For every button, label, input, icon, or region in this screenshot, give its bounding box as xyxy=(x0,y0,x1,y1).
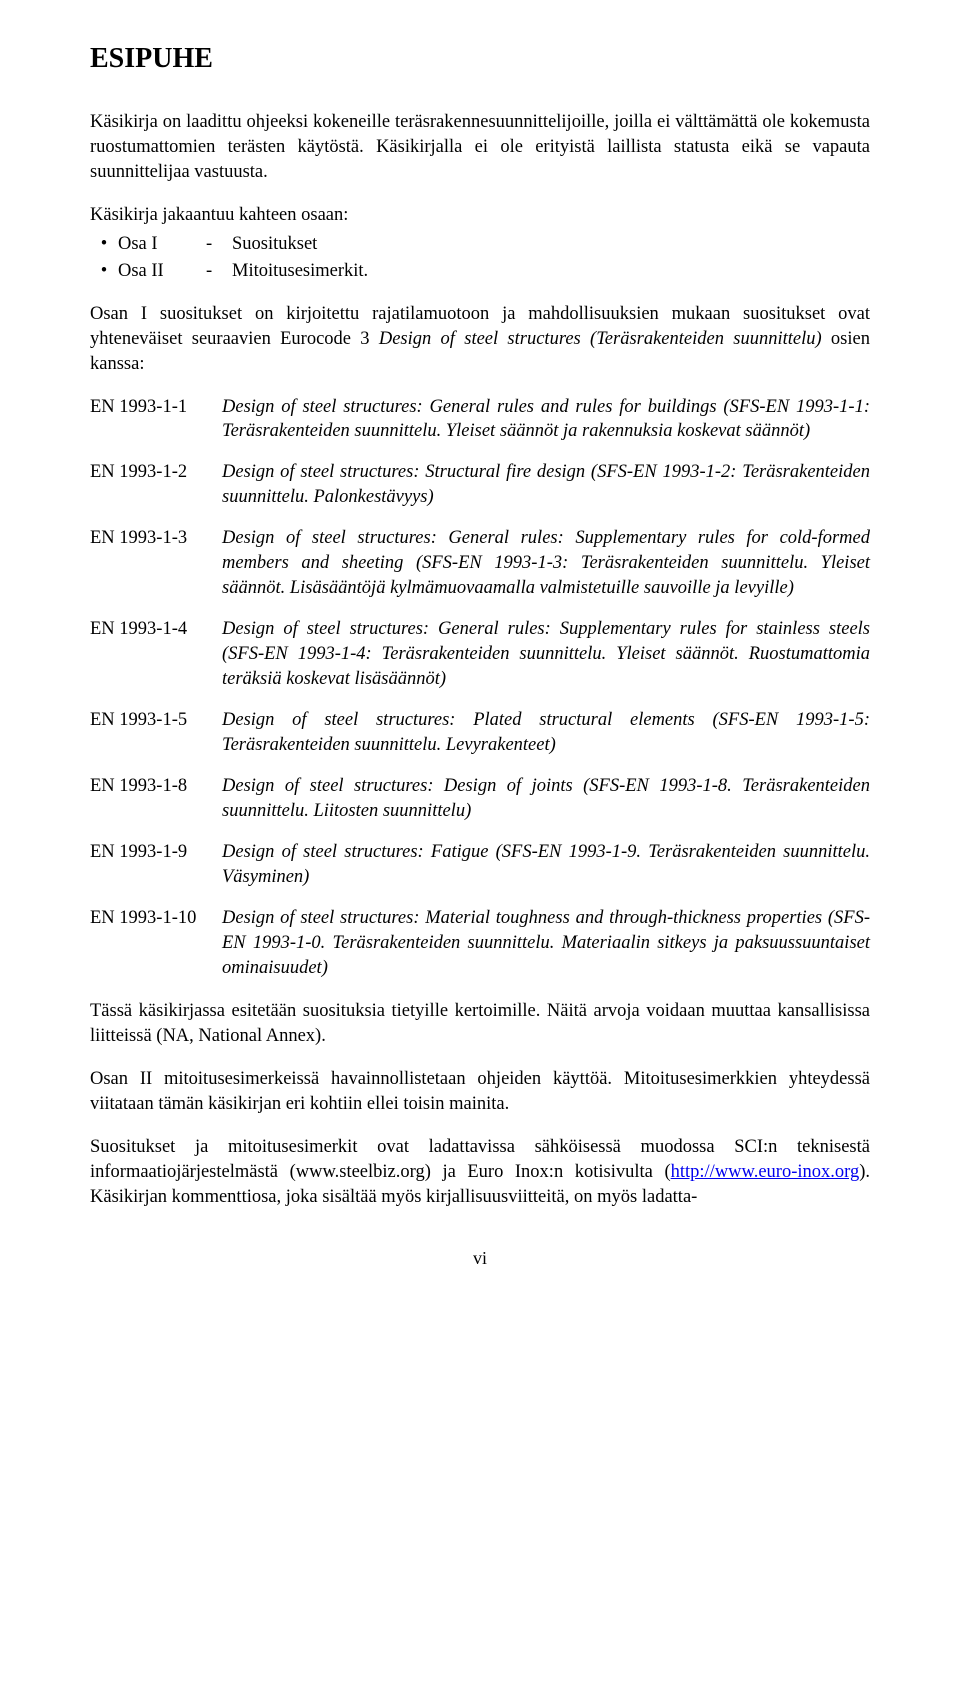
standard-code-en-1993-1-1: EN 1993-1-1 xyxy=(90,395,222,445)
standard-code-en-1993-1-2: EN 1993-1-2 xyxy=(90,460,222,510)
page-title: ESIPUHE xyxy=(90,40,870,78)
standard-desc: Design of steel structures: General rule… xyxy=(222,526,870,601)
footer-paragraph-3: Suositukset ja mitoitusesimerkit ovat la… xyxy=(90,1135,870,1210)
part-ii-label: Osa II xyxy=(118,259,206,284)
bullet-icon: • xyxy=(90,259,118,284)
standard-desc: Design of steel structures: Material tou… xyxy=(222,906,870,981)
standard-code-en-1993-1-4: EN 1993-1-4 xyxy=(90,617,222,692)
list-item: • Osa I - Suositukset xyxy=(90,232,870,257)
standard-code-en-1993-1-5: EN 1993-1-5 xyxy=(90,708,222,758)
lead-italic: Design of steel structures (Teräsrakente… xyxy=(379,329,822,349)
list-item: EN 1993-1-1 Design of steel structures: … xyxy=(90,395,870,445)
standard-desc: Design of steel structures: Structural f… xyxy=(222,460,870,510)
list-item: • Osa II - Mitoitusesimerkit. xyxy=(90,259,870,284)
list-item: EN 1993-1-3 Design of steel structures: … xyxy=(90,526,870,601)
standard-code-en-1993-1-9: EN 1993-1-9 xyxy=(90,840,222,890)
list-item: EN 1993-1-4 Design of steel structures: … xyxy=(90,617,870,692)
part-ii-text: Mitoitusesimerkit. xyxy=(232,259,870,284)
list-item: EN 1993-1-5 Design of steel structures: … xyxy=(90,708,870,758)
standard-code-en-1993-1-8: EN 1993-1-8 xyxy=(90,774,222,824)
euro-inox-link[interactable]: http://www.euro-inox.org xyxy=(671,1162,860,1182)
footer-paragraph-1: Tässä käsikirjassa esitetään suosituksia… xyxy=(90,999,870,1049)
standard-desc: Design of steel structures: General rule… xyxy=(222,617,870,692)
standard-desc: Design of steel structures: General rule… xyxy=(222,395,870,445)
footer-paragraph-2: Osan II mitoitusesimerkeissä havainnolli… xyxy=(90,1067,870,1117)
part-i-label: Osa I xyxy=(118,232,206,257)
dash-separator: - xyxy=(206,232,232,257)
list-item: EN 1993-1-9 Design of steel structures: … xyxy=(90,840,870,890)
standard-code-en-1993-1-3: EN 1993-1-3 xyxy=(90,526,222,601)
part-i-text: Suositukset xyxy=(232,232,870,257)
list-item: EN 1993-1-8 Design of steel structures: … xyxy=(90,774,870,824)
parts-bullet-list: • Osa I - Suositukset • Osa II - Mitoitu… xyxy=(90,232,870,284)
dash-separator: - xyxy=(206,259,232,284)
standard-desc: Design of steel structures: Plated struc… xyxy=(222,708,870,758)
page-number: vi xyxy=(90,1246,870,1270)
standards-lead-paragraph: Osan I suositukset on kirjoitettu rajati… xyxy=(90,302,870,377)
standard-desc: Design of steel structures: Fatigue (SFS… xyxy=(222,840,870,890)
list-item: EN 1993-1-2 Design of steel structures: … xyxy=(90,460,870,510)
standard-code-en-1993-1-10: EN 1993-1-10 xyxy=(90,906,222,981)
bullet-icon: • xyxy=(90,232,118,257)
list-item: EN 1993-1-10 Design of steel structures:… xyxy=(90,906,870,981)
intro-paragraph-2: Käsikirja jakaantuu kahteen osaan: xyxy=(90,203,870,228)
intro-paragraph-1: Käsikirja on laadittu ohjeeksi kokeneill… xyxy=(90,110,870,185)
standard-desc: Design of steel structures: Design of jo… xyxy=(222,774,870,824)
standards-list: EN 1993-1-1 Design of steel structures: … xyxy=(90,395,870,981)
